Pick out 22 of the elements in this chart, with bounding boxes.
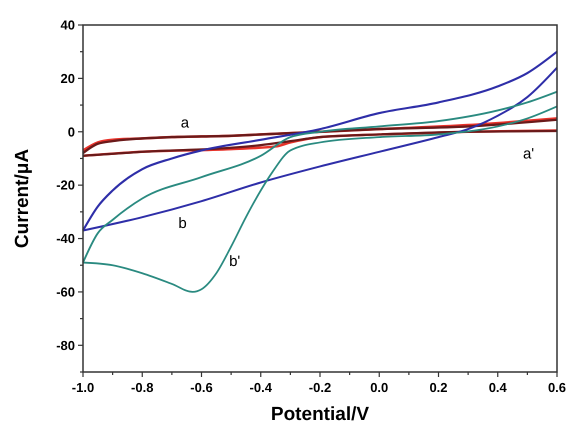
x-tick-label: 0.2	[429, 380, 448, 395]
annotation: a	[180, 114, 190, 132]
x-axis-title: Potential/V	[270, 404, 370, 425]
y-tick-label: -80	[56, 338, 75, 353]
y-tick-label: -40	[56, 231, 75, 246]
x-tick-label: -1.0	[72, 380, 94, 395]
x-tick-label: -0.8	[131, 380, 154, 395]
y-tick-label: 0	[68, 124, 75, 140]
x-tick-label: 0.6	[548, 380, 566, 395]
y-axis-title: Current/μA	[12, 148, 33, 248]
x-tick-label: -0.6	[190, 380, 213, 395]
x-tick-label: 0.0	[370, 380, 388, 395]
x-tick-label: -0.4	[250, 380, 273, 395]
y-tick-label: 20	[60, 70, 75, 86]
x-tick-label: -0.2	[308, 380, 332, 395]
annotation: b'	[229, 253, 240, 270]
y-tick-label: -60	[56, 284, 75, 300]
x-tick-label: 0.4	[488, 380, 508, 395]
annotation: b	[178, 215, 187, 232]
annotation: a'	[522, 146, 534, 163]
y-tick-label: -20	[56, 178, 75, 193]
y-tick-label: 40	[60, 18, 75, 33]
